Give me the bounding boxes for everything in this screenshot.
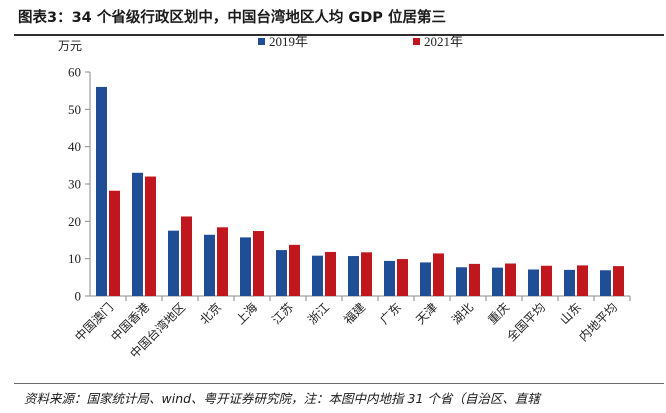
chart-title: 图表3：34 个省级行政区划中，中国台湾地区人均 GDP 位居第三 bbox=[18, 10, 446, 26]
bar-2021 bbox=[325, 251, 336, 296]
bar-2021 bbox=[181, 216, 192, 296]
category-label: 浙江 bbox=[305, 300, 332, 327]
category-label: 湖北 bbox=[449, 300, 477, 328]
category-label: 天津 bbox=[413, 300, 440, 327]
category-label: 北京 bbox=[197, 300, 224, 327]
chart-legend: 2019年 2021年 bbox=[258, 34, 463, 49]
bar-2019 bbox=[132, 172, 143, 296]
bar-2019 bbox=[204, 234, 215, 296]
y-tick-label: 20 bbox=[68, 214, 81, 229]
bar-2019 bbox=[600, 270, 611, 296]
bar-2021 bbox=[397, 259, 408, 296]
bar-2019 bbox=[384, 260, 395, 296]
bar-2019 bbox=[456, 267, 467, 296]
bar-2019 bbox=[492, 267, 503, 296]
chart-axes: 0 10 20 30 40 50 60 万元 bbox=[58, 39, 631, 304]
bar-2021 bbox=[361, 252, 372, 296]
category-label: 内地平均 bbox=[576, 300, 620, 344]
bar-2019 bbox=[312, 255, 323, 296]
category-label: 广东 bbox=[377, 300, 404, 327]
category-label: 重庆 bbox=[485, 300, 512, 327]
y-tick-label: 30 bbox=[68, 177, 81, 192]
footer-divider bbox=[14, 383, 664, 384]
bar-2021 bbox=[289, 244, 300, 296]
category-label: 上海 bbox=[233, 300, 261, 328]
bar-2019 bbox=[276, 250, 287, 296]
y-tick-label: 10 bbox=[68, 251, 81, 266]
bar-2021 bbox=[505, 263, 516, 296]
y-tick-label: 50 bbox=[68, 102, 81, 117]
bar-2021 bbox=[145, 176, 156, 296]
bar-2021 bbox=[469, 263, 480, 296]
y-tick-label: 60 bbox=[68, 65, 81, 80]
y-tick-label: 40 bbox=[68, 139, 81, 154]
bar-2019 bbox=[168, 230, 179, 296]
bar-2021 bbox=[253, 231, 264, 296]
bar-2021 bbox=[109, 190, 120, 296]
bar-2019 bbox=[528, 269, 539, 296]
category-label: 福建 bbox=[341, 300, 369, 328]
bar-2021 bbox=[613, 266, 624, 296]
y-axis-unit: 万元 bbox=[58, 39, 82, 53]
category-label: 全国平均 bbox=[504, 300, 549, 345]
bar-2021 bbox=[541, 265, 552, 296]
category-label: 中国澳门 bbox=[72, 300, 117, 345]
bar-2019 bbox=[564, 269, 575, 296]
chart-bars bbox=[96, 86, 624, 296]
legend-label: 2019年 bbox=[269, 34, 308, 49]
y-tick-label: 0 bbox=[75, 289, 82, 304]
legend-label: 2021年 bbox=[424, 34, 463, 49]
title-divider bbox=[14, 34, 664, 36]
legend-swatch bbox=[258, 38, 265, 45]
category-label: 山东 bbox=[557, 300, 584, 327]
category-label: 江苏 bbox=[269, 300, 296, 327]
bar-2019 bbox=[348, 256, 359, 296]
bar-2019 bbox=[420, 262, 431, 296]
bar-2021 bbox=[433, 253, 444, 296]
bar-2021 bbox=[217, 227, 228, 296]
bar-2019 bbox=[96, 86, 107, 296]
legend-swatch bbox=[413, 38, 420, 45]
bar-2019 bbox=[240, 237, 251, 296]
bar-2021 bbox=[577, 265, 588, 296]
source-note: 资料来源：国家统计局、wind、粤开证券研究院，注：本图中内地指 31 个省（自… bbox=[24, 391, 540, 406]
